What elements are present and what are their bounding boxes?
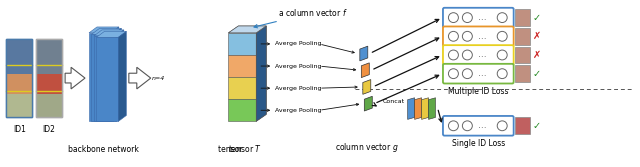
Text: ✗: ✗ xyxy=(533,50,541,60)
Text: n=4: n=4 xyxy=(152,76,165,81)
Polygon shape xyxy=(116,30,124,121)
Circle shape xyxy=(449,13,458,23)
Polygon shape xyxy=(97,31,126,37)
Circle shape xyxy=(449,69,458,79)
Circle shape xyxy=(462,50,472,60)
Circle shape xyxy=(462,121,472,131)
Text: ...: ... xyxy=(478,32,486,41)
Text: ✓: ✓ xyxy=(533,13,541,23)
Text: ✓: ✓ xyxy=(533,121,541,131)
Polygon shape xyxy=(111,27,119,121)
Text: ID1: ID1 xyxy=(13,125,26,134)
Circle shape xyxy=(497,13,507,23)
Circle shape xyxy=(497,31,507,41)
Polygon shape xyxy=(415,98,422,119)
Polygon shape xyxy=(228,26,266,33)
Polygon shape xyxy=(256,92,266,121)
Circle shape xyxy=(497,121,507,131)
Polygon shape xyxy=(36,39,62,117)
Text: Single ID Loss: Single ID Loss xyxy=(452,139,505,148)
Polygon shape xyxy=(515,65,530,82)
Polygon shape xyxy=(65,67,85,89)
FancyBboxPatch shape xyxy=(443,116,514,136)
Polygon shape xyxy=(228,55,256,77)
Text: Concat: Concat xyxy=(383,99,405,104)
Circle shape xyxy=(497,69,507,79)
Text: Averge Pooling: Averge Pooling xyxy=(275,86,322,91)
Text: ...: ... xyxy=(478,13,486,22)
Polygon shape xyxy=(228,26,266,33)
Circle shape xyxy=(462,69,472,79)
Text: ...: ... xyxy=(478,50,486,59)
Text: backbone network: backbone network xyxy=(68,145,139,154)
Circle shape xyxy=(449,31,458,41)
Circle shape xyxy=(462,13,472,23)
Polygon shape xyxy=(89,27,119,33)
Polygon shape xyxy=(6,39,32,74)
Polygon shape xyxy=(92,28,122,34)
Polygon shape xyxy=(362,63,369,78)
Polygon shape xyxy=(36,74,62,94)
Polygon shape xyxy=(6,94,32,117)
Polygon shape xyxy=(256,26,266,55)
Text: ID2: ID2 xyxy=(43,125,56,134)
Polygon shape xyxy=(118,31,126,121)
Polygon shape xyxy=(422,98,429,119)
Polygon shape xyxy=(256,26,266,121)
Polygon shape xyxy=(36,94,62,117)
Polygon shape xyxy=(515,47,530,63)
Text: a column vector $f$: a column vector $f$ xyxy=(254,7,348,28)
Text: Averge Pooling: Averge Pooling xyxy=(275,108,322,113)
FancyBboxPatch shape xyxy=(443,45,514,65)
Polygon shape xyxy=(6,74,32,94)
Circle shape xyxy=(449,121,458,131)
Polygon shape xyxy=(94,36,116,121)
Polygon shape xyxy=(94,30,124,36)
FancyBboxPatch shape xyxy=(443,8,514,27)
Polygon shape xyxy=(256,70,266,99)
Text: Multiple ID Loss: Multiple ID Loss xyxy=(448,87,509,96)
Polygon shape xyxy=(408,98,415,119)
Text: Averge Pooling: Averge Pooling xyxy=(275,41,322,46)
Text: ...: ... xyxy=(478,121,486,130)
Polygon shape xyxy=(36,39,62,74)
Polygon shape xyxy=(360,46,368,61)
Polygon shape xyxy=(113,28,122,121)
Polygon shape xyxy=(89,33,111,121)
Polygon shape xyxy=(92,34,113,121)
Polygon shape xyxy=(515,28,530,45)
Text: tensor $T$: tensor $T$ xyxy=(228,143,262,154)
FancyBboxPatch shape xyxy=(443,64,514,84)
Polygon shape xyxy=(97,37,118,121)
Text: Averge Pooling: Averge Pooling xyxy=(275,64,322,68)
Polygon shape xyxy=(129,67,151,89)
Polygon shape xyxy=(515,9,530,26)
Polygon shape xyxy=(364,96,372,111)
Circle shape xyxy=(462,31,472,41)
Text: ✓: ✓ xyxy=(533,69,541,79)
Polygon shape xyxy=(228,77,256,99)
Polygon shape xyxy=(256,48,266,77)
Polygon shape xyxy=(363,79,371,94)
Polygon shape xyxy=(228,33,256,55)
FancyBboxPatch shape xyxy=(443,26,514,46)
Polygon shape xyxy=(429,98,435,119)
Polygon shape xyxy=(6,39,32,117)
Text: ...: ... xyxy=(478,69,486,78)
Polygon shape xyxy=(228,99,256,121)
Text: ✗: ✗ xyxy=(533,31,541,41)
Text: column vector $g$: column vector $g$ xyxy=(335,141,399,154)
Circle shape xyxy=(449,50,458,60)
Circle shape xyxy=(497,50,507,60)
Text: tensor: tensor xyxy=(218,145,245,154)
Polygon shape xyxy=(515,117,530,134)
